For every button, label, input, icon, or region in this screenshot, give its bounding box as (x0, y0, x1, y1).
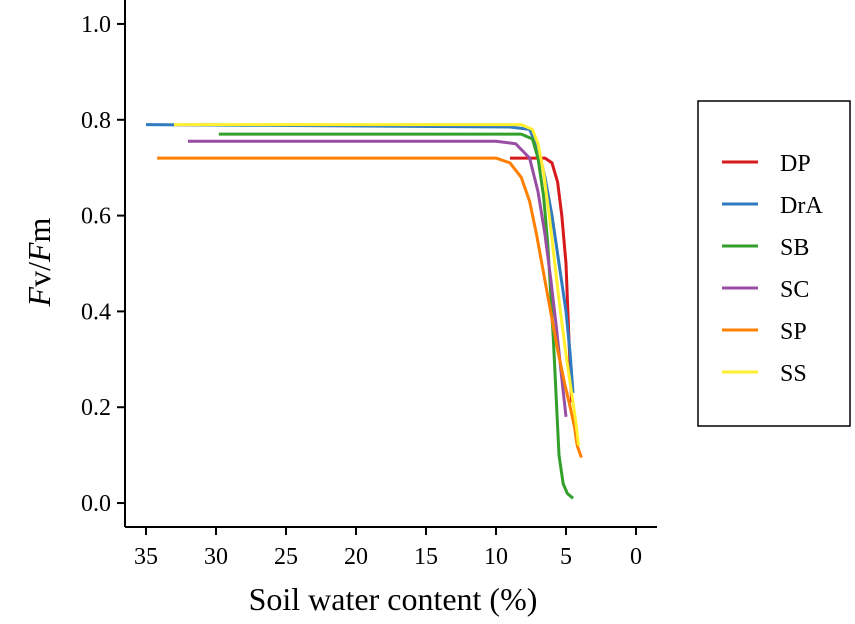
y-tick-label: 0.8 (81, 108, 111, 134)
x-tick-label: 30 (204, 544, 228, 570)
y-tick-label: 0.6 (81, 204, 111, 230)
legend-box (697, 100, 851, 427)
series-line-dra (145, 123, 575, 394)
x-tick-label: 25 (274, 544, 298, 570)
legend-label-sp: SP (780, 319, 807, 345)
series-line-sc (188, 139, 568, 417)
y-axis-title-part2: v (21, 271, 57, 287)
y-axis-title-part5: m (21, 217, 57, 242)
x-tick-label: 5 (560, 544, 572, 570)
axes (124, 0, 657, 528)
legend: DP DrA SB SC SP SS (697, 100, 851, 427)
legend-label-ss: SS (780, 361, 807, 387)
x-tick-label: 10 (484, 544, 508, 570)
x-tick-label: 0 (630, 544, 642, 570)
legend-label-sc: SC (780, 277, 809, 303)
legend-label-dra: DrA (780, 193, 823, 219)
y-axis-title-part3: / (21, 262, 57, 271)
series-line-sp (157, 156, 583, 458)
x-axis-title: Soil water content (%) (249, 581, 538, 617)
y-axis-title: Fv/Fm (21, 217, 57, 307)
x-ticks: 35 30 25 20 15 10 5 0 (134, 527, 642, 570)
y-tick-label: 0.4 (81, 299, 111, 325)
y-axis-title-part4: F (21, 242, 57, 263)
y-tick-label: 1.0 (81, 12, 111, 38)
legend-label-sb: SB (780, 235, 809, 261)
x-tick-label: 15 (414, 544, 438, 570)
y-ticks: 0.0 0.2 0.4 0.6 0.8 1.0 (81, 12, 125, 517)
x-tick-label: 35 (134, 544, 158, 570)
legend-label-dp: DP (780, 151, 811, 177)
y-tick-label: 0.0 (81, 491, 111, 517)
series-line-ss (174, 123, 581, 446)
legend-items: DP DrA SB SC SP SS (722, 151, 823, 387)
series-group (145, 123, 583, 500)
series-line-sb (218, 132, 574, 500)
y-tick-label: 0.2 (81, 395, 111, 421)
y-axis-title-part1: F (21, 286, 57, 307)
x-tick-label: 20 (344, 544, 368, 570)
